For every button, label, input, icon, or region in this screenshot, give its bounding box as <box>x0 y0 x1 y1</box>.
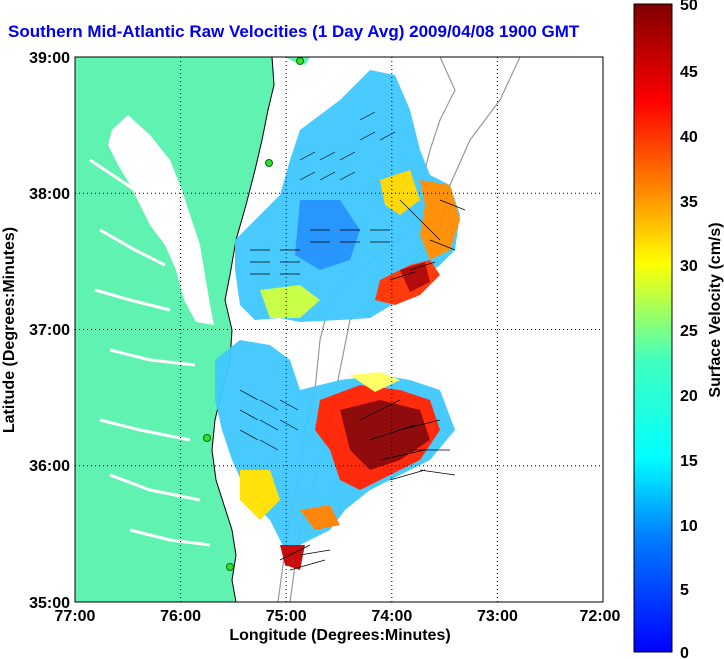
colorbar-scale <box>633 3 673 653</box>
y-tick-label: 36:00 <box>29 458 70 475</box>
colorbar-tick: 15 <box>680 453 698 470</box>
velocity-arrows <box>239 111 466 571</box>
colorbar-tick: 50 <box>680 0 698 14</box>
colorbar-tick: 45 <box>680 64 698 81</box>
velocity-field <box>215 70 460 570</box>
x-tick-label: 75:00 <box>266 608 307 625</box>
x-tick-label: 76:00 <box>160 608 201 625</box>
x-axis-label: Longitude (Degrees:Minutes) <box>229 627 450 644</box>
colorbar-tick: 35 <box>680 194 698 211</box>
x-tick-label: 77:00 <box>55 608 96 625</box>
colorbar-tick: 25 <box>680 323 698 340</box>
y-axis-label: Latitude (Degrees:Minutes) <box>1 227 18 433</box>
colorbar-tick: 0 <box>680 645 689 659</box>
y-tick-label: 38:00 <box>29 186 70 203</box>
y-tick-label: 39:00 <box>29 50 70 67</box>
map-title: Southern Mid-Atlantic Raw Velocities (1 … <box>8 22 580 41</box>
colorbar-tick: 10 <box>680 518 698 535</box>
colorbar-label: Surface Velocity (cm/s) <box>707 222 724 397</box>
x-tick-label: 72:00 <box>580 608 621 625</box>
grid-lines <box>75 57 603 602</box>
colorbar-tick: 20 <box>680 388 698 405</box>
y-tick-label: 37:00 <box>29 322 70 339</box>
land-mainland <box>75 57 274 602</box>
colorbar-tick: 40 <box>680 129 698 146</box>
plot-frame <box>74 56 604 603</box>
colorbar-tick: 30 <box>680 258 698 275</box>
x-tick-label: 74:00 <box>371 608 412 625</box>
radar-sites <box>203 57 304 571</box>
y-tick-label: 35:00 <box>29 595 70 612</box>
bay-inlets <box>89 158 211 547</box>
x-axis: 77:00 76:00 75:00 74:00 73:00 72:00 Long… <box>55 608 621 644</box>
chesapeake-bay <box>108 115 214 325</box>
coastline <box>211 57 275 602</box>
colorbar: 50 45 40 35 30 25 20 15 10 5 0 Surface V… <box>633 0 724 659</box>
colorbar-tick: 5 <box>680 582 689 599</box>
x-tick-label: 73:00 <box>477 608 518 625</box>
y-axis: 39:00 38:00 37:00 36:00 35:00 Latitude (… <box>1 50 70 612</box>
